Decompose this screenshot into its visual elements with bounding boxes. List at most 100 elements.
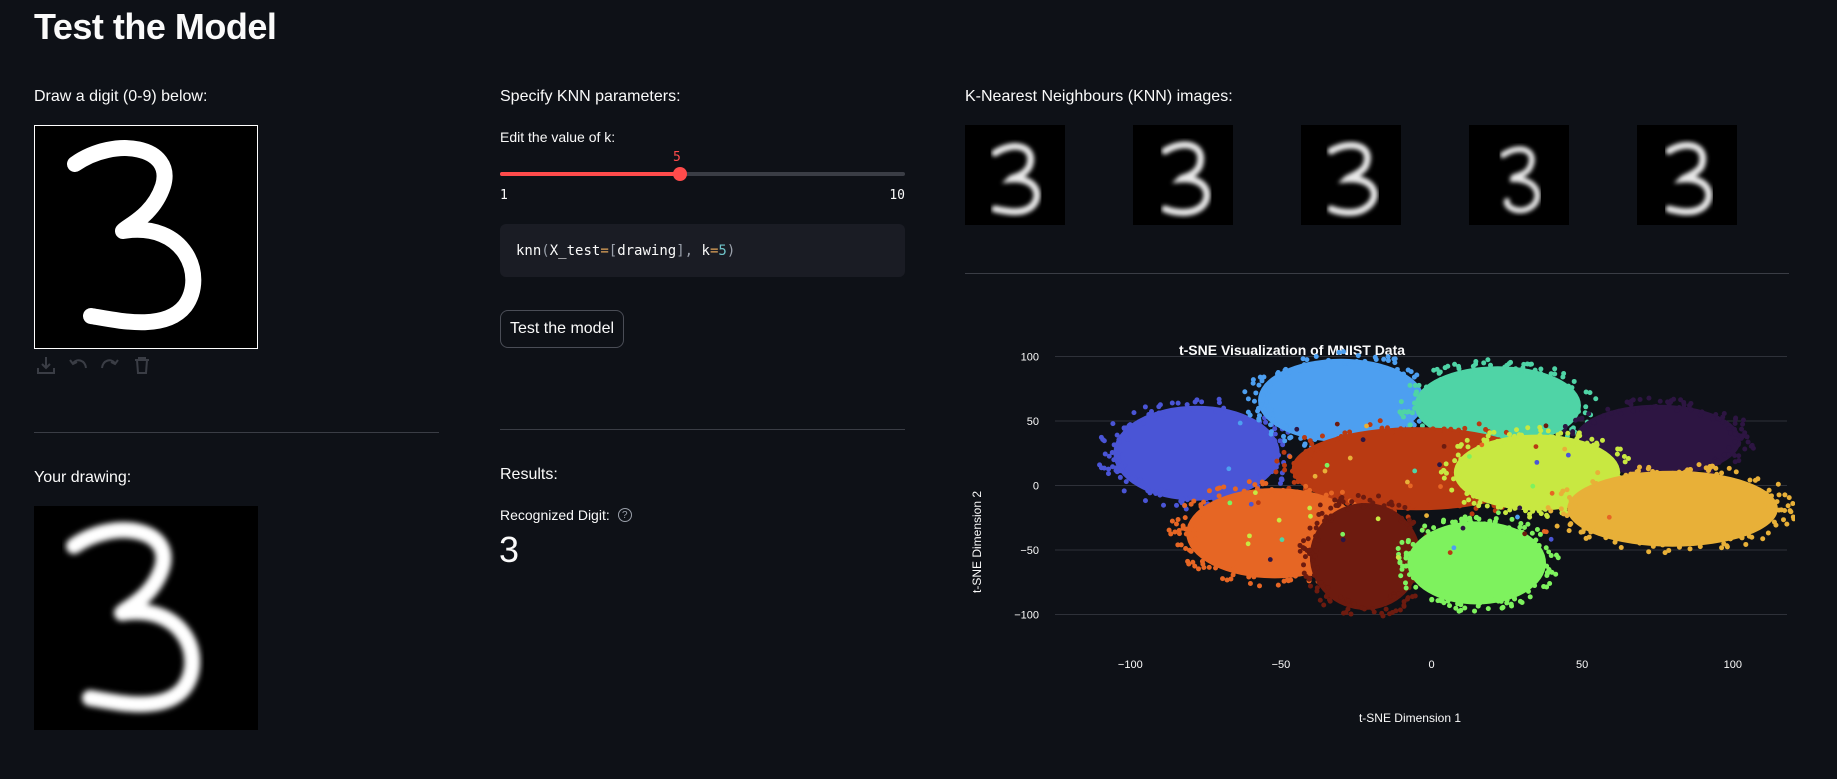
- cluster-body: [1567, 470, 1778, 547]
- scatter-point: [1717, 477, 1723, 483]
- scatter-point: [1541, 584, 1547, 590]
- scatter-point: [1305, 566, 1311, 572]
- scatter-point: [1518, 520, 1524, 526]
- scatter-point: [1387, 611, 1393, 617]
- scatter-point: [1788, 509, 1794, 515]
- x-tick-label: −50: [1272, 659, 1291, 671]
- scatter-point: [1192, 526, 1198, 532]
- scatter-point: [1687, 546, 1693, 552]
- scatter-point: [1301, 442, 1307, 448]
- scatter-point: [1760, 536, 1766, 542]
- scatter-point: [1299, 468, 1305, 474]
- scatter-point: [1646, 395, 1652, 401]
- scatter-point: [1558, 430, 1564, 436]
- scatter-point: [1411, 374, 1417, 380]
- scatter-point: [1412, 566, 1418, 572]
- scatter-point: [1343, 610, 1349, 616]
- scatter-point: [1297, 548, 1303, 554]
- scatter-point: [1276, 517, 1282, 523]
- scatter-point: [1250, 377, 1256, 383]
- k-slider[interactable]: 5 1 10: [500, 150, 905, 203]
- scatter-point: [1470, 452, 1476, 458]
- scatter-point: [1600, 455, 1606, 461]
- scatter-point: [1441, 443, 1447, 449]
- scatter-point: [1316, 512, 1322, 518]
- scatter-point: [1696, 462, 1702, 468]
- scatter-point: [1220, 576, 1226, 582]
- scatter-point: [1467, 454, 1472, 459]
- scatter-point: [1401, 603, 1407, 609]
- scatter-point: [1562, 446, 1568, 452]
- scatter-point: [1308, 456, 1314, 462]
- scatter-point: [1206, 488, 1212, 494]
- scatter-point: [1582, 523, 1588, 529]
- knn-images-label: K-Nearest Neighbours (KNN) images:: [965, 88, 1233, 105]
- redo-icon[interactable]: [97, 352, 123, 378]
- scatter-point: [1379, 610, 1385, 616]
- scatter-point: [1453, 605, 1459, 611]
- scatter-point: [1578, 529, 1584, 535]
- scatter-point: [1312, 553, 1318, 559]
- scatter-point: [1264, 382, 1270, 388]
- scatter-point: [1195, 540, 1201, 546]
- scatter-point: [1505, 501, 1511, 507]
- scatter-point: [1349, 499, 1355, 505]
- scatter-point: [1748, 443, 1754, 449]
- code-arg1-val: drawing: [617, 242, 677, 259]
- scatter-point: [1515, 514, 1520, 520]
- drawing-canvas[interactable]: [34, 125, 258, 349]
- scatter-point: [1381, 503, 1387, 509]
- scatter-point: [1576, 505, 1582, 511]
- scatter-point: [1744, 434, 1750, 440]
- scatter-point: [1406, 409, 1412, 415]
- scatter-point: [1211, 503, 1217, 509]
- scatter-point: [1405, 367, 1411, 373]
- scatter-point: [1728, 430, 1734, 436]
- slider-track[interactable]: [500, 172, 905, 176]
- scatter-point: [1412, 405, 1418, 411]
- scatter-point: [1416, 382, 1422, 388]
- scatter-point: [1547, 434, 1553, 440]
- scatter-point: [1637, 396, 1643, 402]
- cluster-body: [1407, 521, 1547, 605]
- scatter-point: [1102, 451, 1108, 457]
- scatter-point: [1246, 479, 1252, 485]
- scatter-point: [1340, 537, 1346, 543]
- scatter-point: [1390, 510, 1396, 516]
- scatter-point: [1221, 405, 1227, 411]
- scatter-point: [1714, 471, 1720, 477]
- scatter-point: [1269, 487, 1275, 493]
- scatter-point: [1725, 452, 1731, 458]
- scatter-point: [1666, 402, 1672, 408]
- scatter-point: [1481, 521, 1487, 527]
- scatter-point: [1310, 558, 1316, 564]
- scatter-point: [1401, 371, 1407, 377]
- undo-icon[interactable]: [65, 352, 91, 378]
- scatter-point: [1140, 420, 1146, 426]
- download-icon[interactable]: [33, 352, 59, 378]
- scatter-point: [1315, 537, 1321, 543]
- scatter-point: [1258, 402, 1264, 408]
- scatter-point: [1292, 573, 1298, 579]
- test-model-button[interactable]: Test the model: [500, 310, 624, 348]
- scatter-point: [1766, 502, 1772, 508]
- x-tick-label: 100: [1724, 659, 1742, 671]
- slider-thumb[interactable]: [673, 167, 687, 181]
- scatter-point: [1161, 490, 1167, 496]
- scatter-point: [1126, 423, 1132, 429]
- trash-icon[interactable]: [129, 352, 155, 378]
- scatter-point: [1405, 479, 1410, 485]
- scatter-point: [1715, 535, 1721, 541]
- scatter-point: [1548, 371, 1554, 377]
- knn-image-5: [1637, 125, 1737, 225]
- scatter-point: [1766, 487, 1772, 493]
- scatter-point: [1348, 611, 1354, 617]
- scatter-point: [1301, 538, 1307, 544]
- scatter-point: [1489, 596, 1495, 602]
- scatter-point: [1180, 523, 1186, 529]
- scatter-point: [1647, 540, 1653, 546]
- scatter-point: [1280, 487, 1286, 493]
- scatter-point: [1111, 457, 1117, 463]
- help-icon[interactable]: ?: [617, 508, 632, 522]
- scatter-point: [1437, 591, 1443, 597]
